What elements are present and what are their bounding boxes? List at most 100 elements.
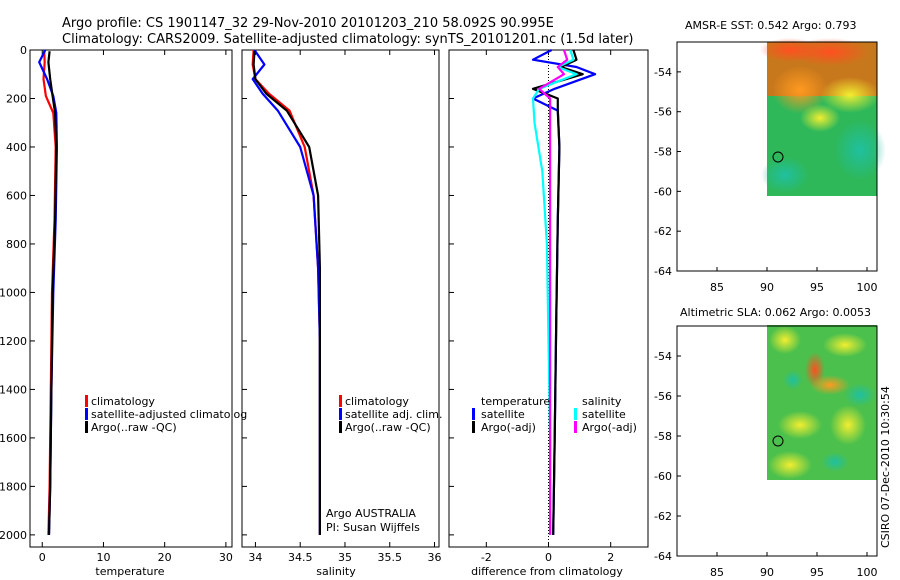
map-y-tick-label: -62 — [654, 225, 672, 238]
map-y-tick-label: -62 — [654, 510, 672, 523]
salinity-ticks: 34 34.5 35 35.5 36 — [242, 49, 442, 564]
x-tick-label: 2 — [607, 551, 614, 564]
map-y-tick-label: -64 — [654, 265, 672, 278]
footer-timestamp: CSIRO 07-Dec-2010 10:30:54 — [879, 386, 892, 548]
legend-temperature-title: temperature — [481, 395, 550, 408]
map-x-tick-label: 85 — [710, 281, 724, 294]
y-tick-label: 1400 — [0, 383, 27, 396]
map-x-tick-label: 100 — [857, 566, 878, 579]
difference-lines — [531, 49, 597, 535]
map-y-tick-label: -58 — [654, 430, 672, 443]
legend-climatology-swatch — [339, 395, 342, 407]
y-tick-label: 400 — [6, 141, 27, 154]
float-pi-annotation: PI: Susan Wijffels — [326, 521, 420, 534]
series-line-argo — [47, 51, 58, 535]
temperature-ticks: 0 10 20 30 0 200 400 600 800 1000 1200 1400 1600 1800… — [0, 44, 233, 564]
legend-argo-label: Argo(..raw -QC) — [91, 421, 177, 434]
map-y-tick-label: -60 — [654, 470, 672, 483]
sla-heatmap-field — [767, 325, 877, 480]
map-x-tick-label: 90 — [760, 281, 774, 294]
legend-sal-satellite-label: satellite — [582, 408, 626, 421]
y-tick-label: 600 — [6, 189, 27, 202]
temperature-panel: 0 10 20 30 0 200 400 600 800 1000 1200 1400 1600 1800… — [0, 44, 247, 578]
legend-temp-argo-label: Argo(-adj) — [481, 421, 536, 434]
legend-argo-swatch — [339, 421, 342, 433]
x-tick-label: 30 — [219, 551, 233, 564]
sst-map-title: AMSR-E SST: 0.542 Argo: 0.793 — [685, 19, 857, 32]
y-tick-label: 800 — [6, 238, 27, 251]
x-tick-label: 10 — [96, 551, 110, 564]
legend-sal-argo-swatch — [574, 421, 577, 433]
difference-ticks: -2 0 2 — [449, 49, 614, 564]
salinity-lines — [251, 49, 321, 535]
series-line-temperature-satellite — [531, 49, 597, 535]
legend-satellite-swatch — [339, 408, 342, 420]
map-y-tick-label: -56 — [654, 106, 672, 119]
x-tick-label: 35.5 — [378, 551, 403, 564]
y-tick-label: 1200 — [0, 335, 27, 348]
float-owner-annotation: Argo AUSTRALIA — [326, 507, 416, 520]
legend-sal-satellite-swatch — [574, 408, 577, 420]
legend-argo-swatch — [85, 421, 88, 433]
sst-heatmap-field — [760, 38, 886, 196]
difference-panel: -2 0 2 difference from climatology tempera… — [448, 49, 649, 578]
legend-climatology-label: climatology — [91, 395, 155, 408]
map-x-tick-label: 85 — [710, 566, 724, 579]
x-tick-label: 34 — [248, 551, 262, 564]
map-y-tick-label: -56 — [654, 390, 672, 403]
temperature-xlabel: temperature — [95, 565, 164, 578]
x-tick-label: 35 — [338, 551, 352, 564]
legend-temp-satellite-label: satellite — [481, 408, 525, 421]
legend-argo-label: Argo(..raw -QC) — [345, 421, 431, 434]
legend-climatology-label: climatology — [345, 395, 409, 408]
series-line-temperature-argo — [531, 49, 584, 535]
x-tick-label: 0 — [545, 551, 552, 564]
x-tick-label: 36 — [428, 551, 442, 564]
map-y-tick-label: -60 — [654, 185, 672, 198]
y-tick-label: 2000 — [0, 529, 27, 542]
map-y-tick-label: -54 — [654, 66, 672, 79]
map-x-tick-label: 95 — [810, 281, 824, 294]
sst-map-ticks: 85 90 95 100 -54 -56 -58 -60 -62 -64 — [654, 66, 877, 294]
figure-title-line2: Climatology: CARS2009. Satellite-adjuste… — [62, 32, 634, 47]
sla-map-ticks: 85 90 95 100 -54 -56 -58 -60 -62 -64 — [654, 350, 877, 579]
temperature-lines — [38, 49, 59, 535]
legend-satellite-label: satellite adj. clim. — [345, 408, 442, 421]
x-tick-label: 34.5 — [288, 551, 313, 564]
y-tick-label: 200 — [6, 92, 27, 105]
sst-map-panel: AMSR-E SST: 0.542 Argo: 0.793 85 90 95 100 -… — [654, 19, 886, 294]
salinity-xlabel: salinity — [316, 565, 356, 578]
sla-axes-frame — [676, 325, 878, 557]
legend-temp-satellite-swatch — [472, 408, 475, 420]
map-x-tick-label: 90 — [760, 566, 774, 579]
y-tick-label: 1000 — [0, 286, 27, 299]
x-tick-label: 0 — [39, 551, 46, 564]
sst-axes-frame — [676, 41, 878, 272]
temperature-legend: climatology satellite-adjusted climatolo… — [85, 395, 247, 434]
x-tick-label: -2 — [481, 551, 492, 564]
y-tick-label: 0 — [20, 44, 27, 57]
y-tick-label: 1800 — [0, 480, 27, 493]
map-y-tick-label: -64 — [654, 550, 672, 563]
legend-climatology-swatch — [85, 395, 88, 407]
map-y-tick-label: -54 — [654, 350, 672, 363]
figure-title-line1: Argo profile: CS 1901147_32 29-Nov-2010 … — [62, 16, 554, 31]
sla-profile-marker — [772, 435, 784, 447]
series-line-argo — [252, 51, 321, 535]
salinity-axes-frame — [241, 49, 440, 548]
legend-salinity-title: salinity — [582, 395, 622, 408]
difference-legend: temperature satellite Argo(-adj) salinit… — [472, 395, 637, 434]
legend-sal-argo-label: Argo(-adj) — [582, 421, 637, 434]
sla-map-title: Altimetric SLA: 0.062 Argo: 0.0053 — [680, 306, 871, 319]
x-tick-label: 20 — [158, 551, 172, 564]
series-line-salinity-argo — [538, 49, 569, 535]
legend-temp-argo-swatch — [472, 421, 475, 433]
map-x-tick-label: 95 — [810, 566, 824, 579]
salinity-legend: climatology satellite adj. clim. Argo(..… — [339, 395, 442, 434]
legend-satellite-swatch — [85, 408, 88, 420]
y-tick-label: 1600 — [0, 432, 27, 445]
map-x-tick-label: 100 — [857, 281, 878, 294]
difference-xlabel: difference from climatology — [471, 565, 623, 578]
sst-profile-marker — [772, 151, 784, 163]
